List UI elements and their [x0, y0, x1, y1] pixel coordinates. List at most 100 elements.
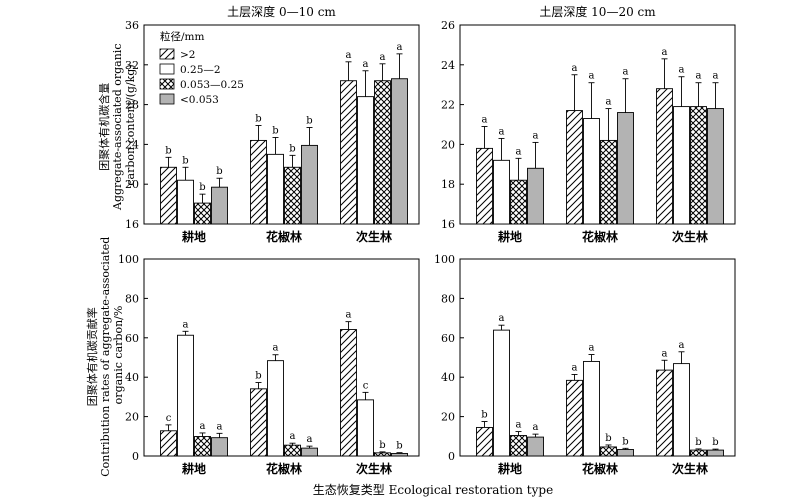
legend-label: <0.053 — [180, 94, 219, 106]
significance-label: a — [200, 421, 206, 432]
bar — [357, 399, 374, 457]
bar — [690, 449, 707, 457]
y-tick-label: 16 — [441, 218, 455, 231]
x-tick-label: 花椒林 — [266, 461, 302, 476]
significance-label: b — [306, 115, 312, 126]
panel-title: 土层深度 0—10 cm — [227, 4, 336, 19]
bar — [583, 118, 600, 225]
bar — [340, 329, 357, 457]
x-tick-label: 花椒林 — [266, 229, 302, 244]
y-tick-label: 60 — [441, 332, 455, 345]
bar — [673, 363, 690, 457]
significance-label: a — [696, 71, 702, 82]
x-tick-label: 耕地 — [182, 229, 206, 244]
bar — [284, 444, 301, 457]
significance-label: a — [499, 313, 505, 324]
bar — [160, 166, 177, 225]
bar — [476, 147, 493, 225]
significance-label: a — [307, 434, 313, 445]
significance-label: a — [183, 319, 189, 330]
significance-label: b — [165, 145, 171, 156]
bar — [340, 80, 357, 225]
bar — [301, 447, 318, 457]
bar — [600, 139, 617, 225]
x-tick-label: 次生林 — [356, 461, 392, 476]
significance-label: b — [182, 155, 188, 166]
bar — [493, 329, 510, 457]
bar — [656, 88, 673, 225]
significance-label: b — [199, 182, 205, 193]
y-axis-label-bottom: 团聚体有机碳贡献率 Contribution rates of aggregat… — [85, 233, 125, 477]
significance-label: b — [216, 166, 222, 177]
bar — [673, 106, 690, 225]
significance-label: a — [380, 52, 386, 63]
significance-label: c — [166, 413, 172, 424]
y-tick-label: 20 — [441, 138, 455, 151]
bar — [617, 112, 634, 225]
bar — [690, 106, 707, 225]
significance-label: a — [533, 130, 539, 141]
legend-label: >2 — [180, 49, 195, 61]
significance-label: b — [289, 143, 295, 154]
bar — [177, 179, 194, 225]
bar — [267, 153, 284, 225]
panel-top-left: 土层深度 0—10 cm162024283236耕地bbbb花椒林bbbb次生林… — [125, 4, 420, 244]
y-tick-label: 100 — [434, 253, 455, 266]
x-tick-label: 花椒林 — [582, 229, 618, 244]
legend-swatch — [159, 93, 175, 105]
bar — [160, 430, 177, 457]
bar — [527, 167, 544, 225]
significance-label: a — [679, 65, 685, 76]
significance-label: b — [255, 113, 261, 124]
legend-label: 0.25—2 — [180, 64, 221, 76]
significance-label: a — [516, 146, 522, 157]
bar — [476, 426, 493, 457]
bar — [566, 110, 583, 225]
legend-item: 0.053—0.25 — [159, 78, 244, 91]
significance-label: a — [606, 97, 612, 108]
significance-label: b — [255, 371, 261, 382]
significance-label: b — [272, 125, 278, 136]
bar — [617, 449, 634, 457]
significance-label: a — [589, 343, 595, 354]
bar — [284, 166, 301, 225]
y-tick-label: 80 — [125, 292, 139, 305]
legend-item: <0.053 — [159, 93, 219, 106]
y-tick-label: 0 — [448, 450, 455, 463]
x-tick-label: 耕地 — [498, 229, 522, 244]
bar — [510, 435, 527, 457]
y-tick-label: 32 — [125, 59, 139, 72]
legend-label: 0.053—0.25 — [180, 79, 244, 91]
legend-swatch — [159, 63, 175, 75]
significance-label: a — [363, 59, 369, 70]
bar — [357, 96, 374, 225]
significance-label: a — [217, 421, 223, 432]
significance-label: a — [290, 431, 296, 442]
y-tick-label: 80 — [441, 292, 455, 305]
bar — [510, 179, 527, 225]
bar — [391, 452, 408, 457]
panel-top-right: 土层深度 10—20 cm161820222426耕地aaaa花椒林aaaa次生… — [441, 4, 736, 244]
y-tick-label: 20 — [441, 411, 455, 424]
bar — [600, 446, 617, 457]
panel-title: 土层深度 10—20 cm — [539, 4, 656, 19]
y-tick-label: 20 — [125, 178, 139, 191]
significance-label: b — [622, 436, 628, 447]
bar — [391, 78, 408, 225]
y-tick-label: 0 — [132, 450, 139, 463]
bar — [374, 80, 391, 225]
y-axis-label-top: 团聚体有机碳含量 Aggregate-associated organic ca… — [97, 40, 137, 211]
legend-item: 0.25—2 — [159, 63, 221, 76]
significance-label: a — [623, 67, 629, 78]
x-tick-label: 次生林 — [356, 229, 392, 244]
bar — [211, 186, 228, 225]
legend-title: 粒径/mm — [160, 30, 204, 43]
significance-label: a — [516, 420, 522, 431]
x-tick-label: 耕地 — [182, 461, 206, 476]
x-tick-label: 耕地 — [498, 461, 522, 476]
significance-label: a — [499, 126, 505, 137]
significance-label: b — [695, 437, 701, 448]
bar — [566, 379, 583, 457]
